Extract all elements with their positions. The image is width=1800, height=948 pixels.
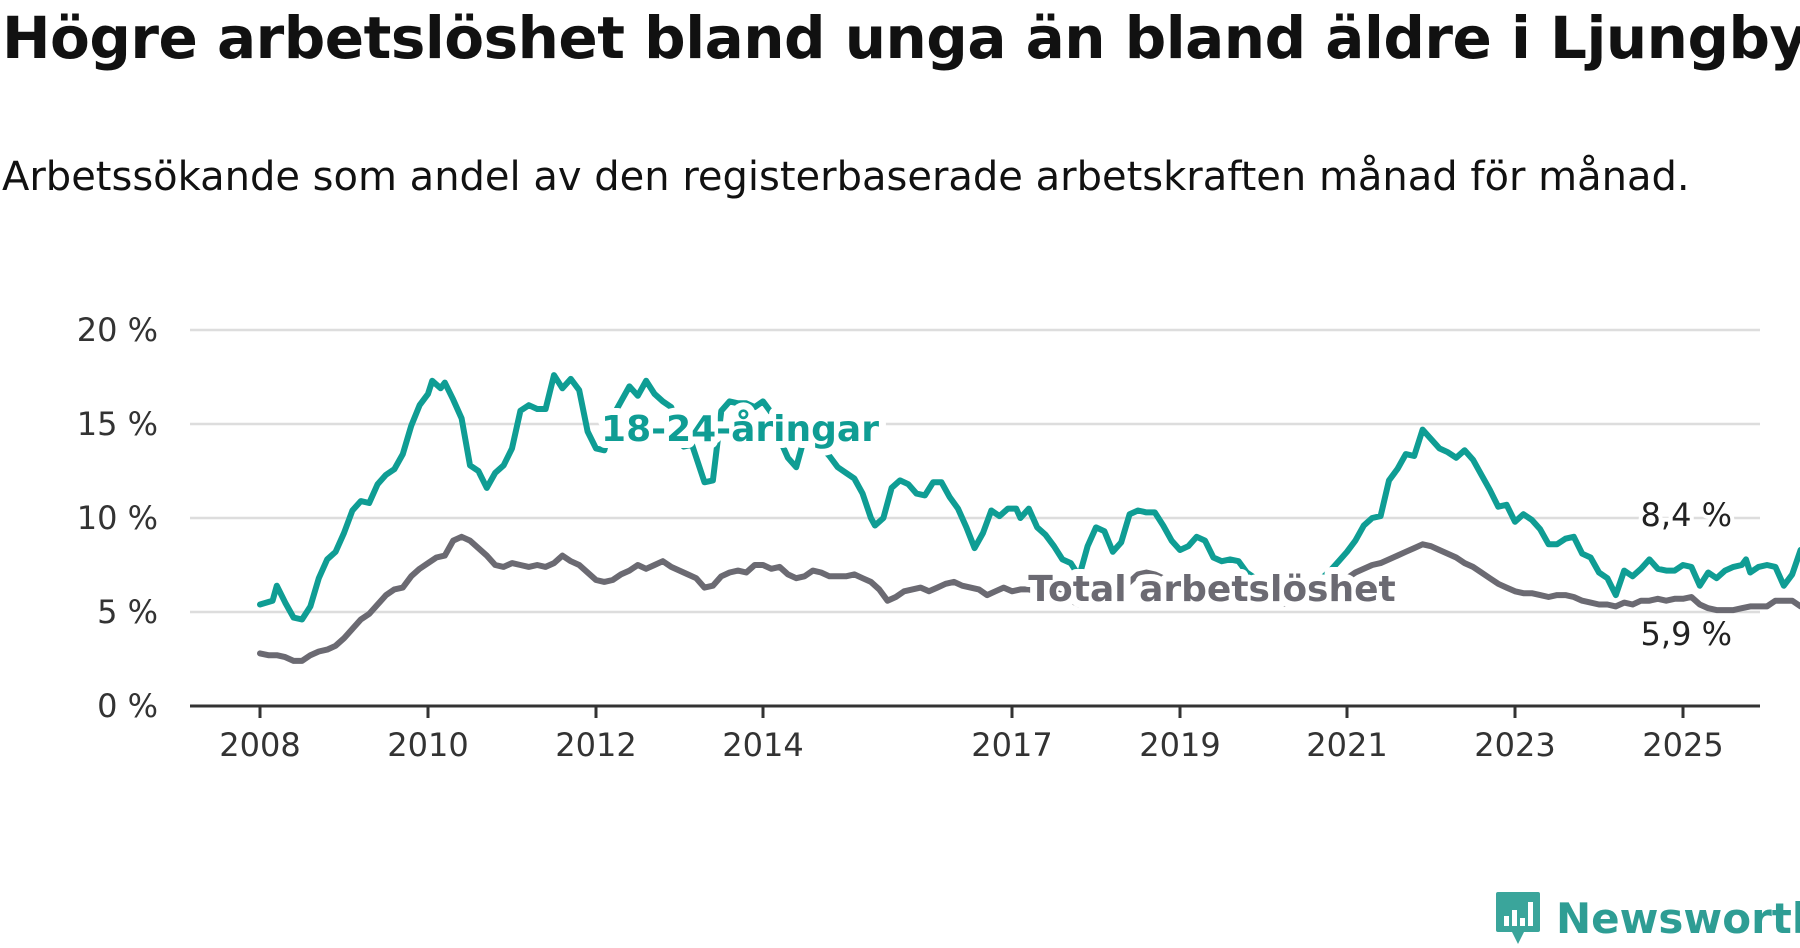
y-tick-label: 5 % xyxy=(97,593,158,631)
y-tick-label: 15 % xyxy=(77,405,158,443)
x-tick-label: 2014 xyxy=(722,726,803,764)
total-series-label: Total arbetslöshet xyxy=(1028,569,1396,610)
y-tick-label: 20 % xyxy=(77,311,158,349)
total-last-value-label: 5,9 % xyxy=(1641,615,1732,653)
brand-name: Newsworthy xyxy=(1556,893,1800,943)
x-tick-label: 2010 xyxy=(387,726,468,764)
y-tick-label: 0 % xyxy=(97,687,158,725)
gridlines xyxy=(190,328,1760,614)
x-tick-label: 2017 xyxy=(971,726,1052,764)
x-tick-label: 2019 xyxy=(1139,726,1220,764)
x-tick-label: 2012 xyxy=(555,726,636,764)
y-tick-label: 10 % xyxy=(77,499,158,537)
youth-series-line xyxy=(257,372,1800,623)
chart-subtitle: Arbetssökande som andel av den registerb… xyxy=(2,154,1690,200)
x-axis-ticks: 2008 2010 2012 2014 2017 2019 2021 2023 2025 xyxy=(219,706,1724,764)
y-axis-ticks: 0 % 5 % 10 % 15 % 20 % xyxy=(77,311,158,725)
x-tick-label: 2023 xyxy=(1474,726,1555,764)
series-labels: 18-24-åringar Total arbetslöshet 8,4 % 5,9 … xyxy=(594,402,1736,657)
total-series-line xyxy=(257,533,1800,664)
youth-series-label: 18-24-åringar xyxy=(601,409,879,450)
series-lines xyxy=(257,372,1800,664)
x-tick-label: 2021 xyxy=(1306,726,1387,764)
x-tick-label: 2025 xyxy=(1642,726,1723,764)
chart-title: Högre arbetslöshet bland unga än bland ä… xyxy=(2,4,1800,72)
newsworthy-logo-icon xyxy=(1496,892,1540,944)
brand: Newsworthy xyxy=(1494,890,1800,946)
youth-last-value-label: 8,4 % xyxy=(1641,496,1732,534)
x-tick-label: 2008 xyxy=(219,726,300,764)
